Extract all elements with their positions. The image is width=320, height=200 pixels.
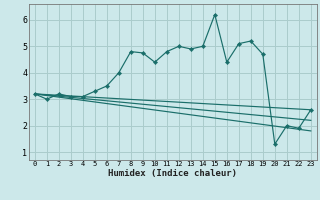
X-axis label: Humidex (Indice chaleur): Humidex (Indice chaleur) xyxy=(108,169,237,178)
